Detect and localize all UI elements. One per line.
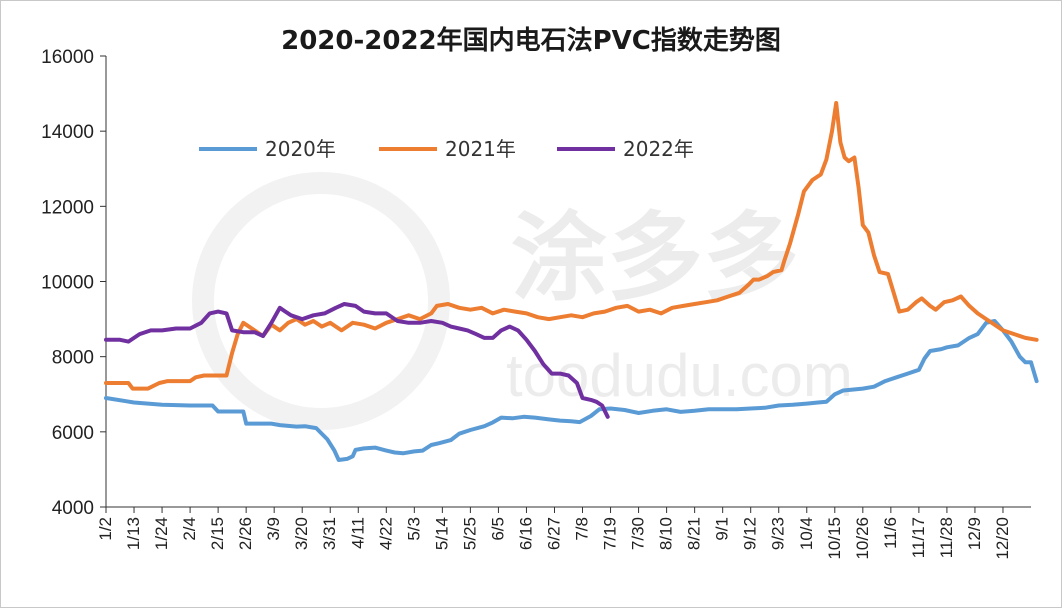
- y-tick-label: 6000: [52, 423, 94, 444]
- x-tick-label: 12/20: [993, 517, 1012, 560]
- x-tick-label: 1/24: [152, 517, 171, 550]
- x-tick-label: 1/13: [124, 517, 143, 550]
- x-tick-label: 5/3: [404, 517, 423, 541]
- watermark: 涂多多 toodudu.com: [192, 172, 853, 430]
- x-tick-label: 11/28: [937, 517, 956, 558]
- x-tick-label: 7/19: [601, 517, 620, 550]
- x-tick-label: 10/26: [853, 517, 872, 560]
- x-tick-label: 10/15: [825, 517, 844, 560]
- x-tick-label: 3/20: [292, 517, 311, 550]
- series-line-2: [104, 101, 1039, 391]
- series-line-3: [104, 302, 610, 419]
- y-tick-label: 10000: [41, 273, 94, 294]
- y-ticks: 4000 6000 8000 10000 12000 14000 16000: [41, 47, 106, 519]
- y-tick-label: 8000: [52, 348, 94, 369]
- x-tick-label: 9/12: [741, 517, 760, 550]
- x-ticks: 1/2 1/13 1/24 2/4 2/15 2/26 3/9 3/20 3/31 4/11 4/2…: [96, 507, 1012, 560]
- legend-label-3: 2022年: [623, 137, 694, 161]
- x-tick-label: 2/4: [180, 517, 199, 541]
- x-tick-label: 9/23: [769, 517, 788, 550]
- x-tick-label: 6/5: [488, 517, 507, 541]
- x-tick-label: 8/21: [685, 517, 704, 550]
- x-tick-label: 3/9: [264, 517, 283, 541]
- y-tick-label: 12000: [41, 197, 94, 218]
- x-tick-label: 5/14: [432, 517, 451, 550]
- y-axis: 4000 6000 8000 10000 12000 14000 16000: [41, 47, 107, 519]
- legend-label-1: 2020年: [265, 137, 336, 161]
- x-tick-label: 10/4: [797, 517, 816, 550]
- x-tick-label: 2/15: [208, 517, 227, 550]
- x-tick-label: 11/6: [881, 517, 900, 549]
- x-tick-label: 4/22: [376, 517, 395, 550]
- x-tick-label: 5/25: [460, 517, 479, 550]
- x-tick-label: 8/10: [657, 517, 676, 550]
- legend-label-2: 2021年: [445, 137, 516, 161]
- x-tick-label: 6/27: [544, 517, 563, 550]
- x-tick-label: 11/17: [909, 517, 928, 558]
- chart-title: 2020-2022年国内电石法PVC指数走势图: [281, 25, 781, 56]
- x-tick-label: 1/2: [96, 517, 115, 541]
- series-line-1: [104, 319, 1039, 462]
- legend: 2020年 2021年 2022年: [199, 137, 694, 161]
- y-tick-label: 4000: [52, 498, 94, 519]
- x-tick-label: 2/26: [236, 517, 255, 550]
- x-tick-label: 7/8: [573, 517, 592, 541]
- watermark-glyphs: 涂多多: [511, 205, 799, 312]
- series-group: [104, 101, 1039, 462]
- x-tick-label: 7/30: [629, 517, 648, 550]
- x-tick-label: 4/11: [348, 517, 367, 549]
- x-axis: 1/2 1/13 1/24 2/4 2/15 2/26 3/9 3/20 3/31 4/11 4/2…: [96, 506, 1031, 560]
- x-tick-label: 12/9: [965, 517, 984, 550]
- y-tick-label: 16000: [41, 47, 94, 68]
- x-tick-label: 9/1: [713, 517, 732, 541]
- y-tick-label: 14000: [41, 122, 94, 143]
- x-tick-label: 6/16: [516, 517, 535, 550]
- x-tick-label: 3/31: [320, 517, 339, 550]
